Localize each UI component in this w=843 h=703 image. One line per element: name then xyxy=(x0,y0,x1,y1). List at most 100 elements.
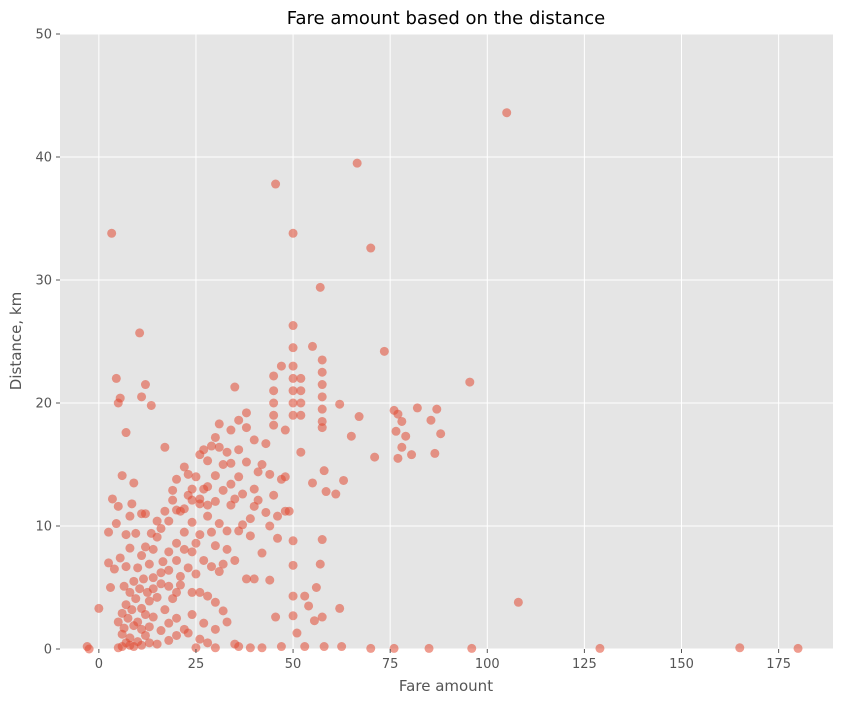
scatter-point xyxy=(199,618,209,628)
scatter-point xyxy=(117,629,127,639)
scatter-point xyxy=(206,441,216,451)
scatter-point xyxy=(148,544,158,554)
y-axis-ticks: 0 10 20 30 40 50 xyxy=(35,28,60,658)
scatter-point xyxy=(210,597,220,607)
scatter-point xyxy=(271,612,281,622)
scatter-point xyxy=(352,158,362,168)
scatter-point xyxy=(397,416,407,426)
scatter-point xyxy=(160,506,170,516)
scatter-point xyxy=(265,521,275,531)
scatter-point xyxy=(187,495,197,505)
scatter-point xyxy=(276,474,286,484)
scatter-point xyxy=(269,420,279,430)
scatter-point xyxy=(317,355,327,365)
x-tick-label: 150 xyxy=(669,657,694,672)
scatter-point xyxy=(156,523,166,533)
scatter-point xyxy=(307,341,317,351)
scatter-point xyxy=(113,643,123,653)
scatter-point xyxy=(238,489,248,499)
scatter-point xyxy=(214,442,224,452)
scatter-point xyxy=(152,639,162,649)
scatter-point xyxy=(195,494,205,504)
scatter-point xyxy=(288,373,298,383)
scatter-point xyxy=(121,638,131,648)
scatter-point xyxy=(331,489,341,499)
scatter-point xyxy=(210,643,220,653)
scatter-point xyxy=(146,528,156,538)
scatter-point xyxy=(234,526,244,536)
scatter-point xyxy=(129,576,139,586)
scatter-point xyxy=(183,563,193,573)
scatter-point xyxy=(210,496,220,506)
scatter-point xyxy=(346,431,356,441)
scatter-point xyxy=(218,606,228,616)
scatter-point xyxy=(218,485,228,495)
scatter-point xyxy=(265,469,275,479)
scatter-point xyxy=(276,361,286,371)
scatter-point xyxy=(164,547,174,557)
scatter-point xyxy=(288,386,298,396)
scatter-point xyxy=(315,559,325,569)
scatter-point xyxy=(296,398,306,408)
scatter-point xyxy=(269,371,279,381)
scatter-point xyxy=(317,423,327,433)
scatter-point xyxy=(249,435,259,445)
scatter-point xyxy=(315,282,325,292)
scatter-point xyxy=(432,404,442,414)
scatter-point xyxy=(119,581,129,591)
scatter-point xyxy=(269,386,279,396)
scatter-point xyxy=(133,617,143,627)
x-tick-label: 75 xyxy=(382,657,399,672)
scatter-point xyxy=(195,634,205,644)
grid-lines xyxy=(60,33,833,650)
scatter-point xyxy=(253,467,263,477)
scatter-point xyxy=(300,642,310,652)
scatter-point xyxy=(370,452,380,462)
scatter-point xyxy=(257,460,267,469)
scatter-point xyxy=(187,610,197,620)
scatter-point xyxy=(793,643,803,653)
scatter-point xyxy=(288,536,298,546)
x-tick-label: 25 xyxy=(188,657,205,672)
scatter-point xyxy=(172,474,182,484)
scatter-point xyxy=(137,624,147,634)
scatter-point xyxy=(148,573,158,583)
y-axis-label: Distance, km xyxy=(7,292,25,390)
scatter-point xyxy=(288,398,298,408)
scatter-point xyxy=(203,511,213,521)
scatter-point xyxy=(107,228,117,238)
scatter-point xyxy=(121,428,131,438)
scatter-point xyxy=(179,527,189,537)
scatter-point xyxy=(436,429,446,439)
scatter-point xyxy=(172,505,182,515)
scatter-point xyxy=(203,456,213,466)
scatter-point xyxy=(311,583,321,592)
scatter-point xyxy=(265,575,275,585)
scatter-point xyxy=(179,462,189,472)
scatter-point xyxy=(152,592,162,602)
scatter-point xyxy=(273,533,283,543)
scatter-point xyxy=(226,479,236,489)
scatter-point xyxy=(137,551,147,561)
scatter-point xyxy=(105,583,115,592)
scatter-point xyxy=(430,448,440,458)
scatter-point xyxy=(187,547,197,557)
scatter-point xyxy=(426,415,436,425)
scatter-point xyxy=(407,450,417,460)
scatter-point xyxy=(321,487,331,497)
scatter-point xyxy=(296,410,306,420)
scatter-point xyxy=(139,574,149,584)
scatter-point xyxy=(172,587,182,597)
scatter-point xyxy=(164,635,174,645)
scatter-point xyxy=(391,426,401,436)
scatter-point xyxy=(245,531,255,541)
scatter-point xyxy=(335,603,345,613)
scatter-point xyxy=(148,612,158,622)
scatter-point xyxy=(513,597,523,607)
scatter-point xyxy=(296,373,306,383)
scatter-point xyxy=(113,501,123,511)
scatter-point xyxy=(249,484,259,494)
scatter-point xyxy=(273,511,283,521)
scatter-point xyxy=(241,457,251,467)
scatter-point xyxy=(317,535,327,545)
